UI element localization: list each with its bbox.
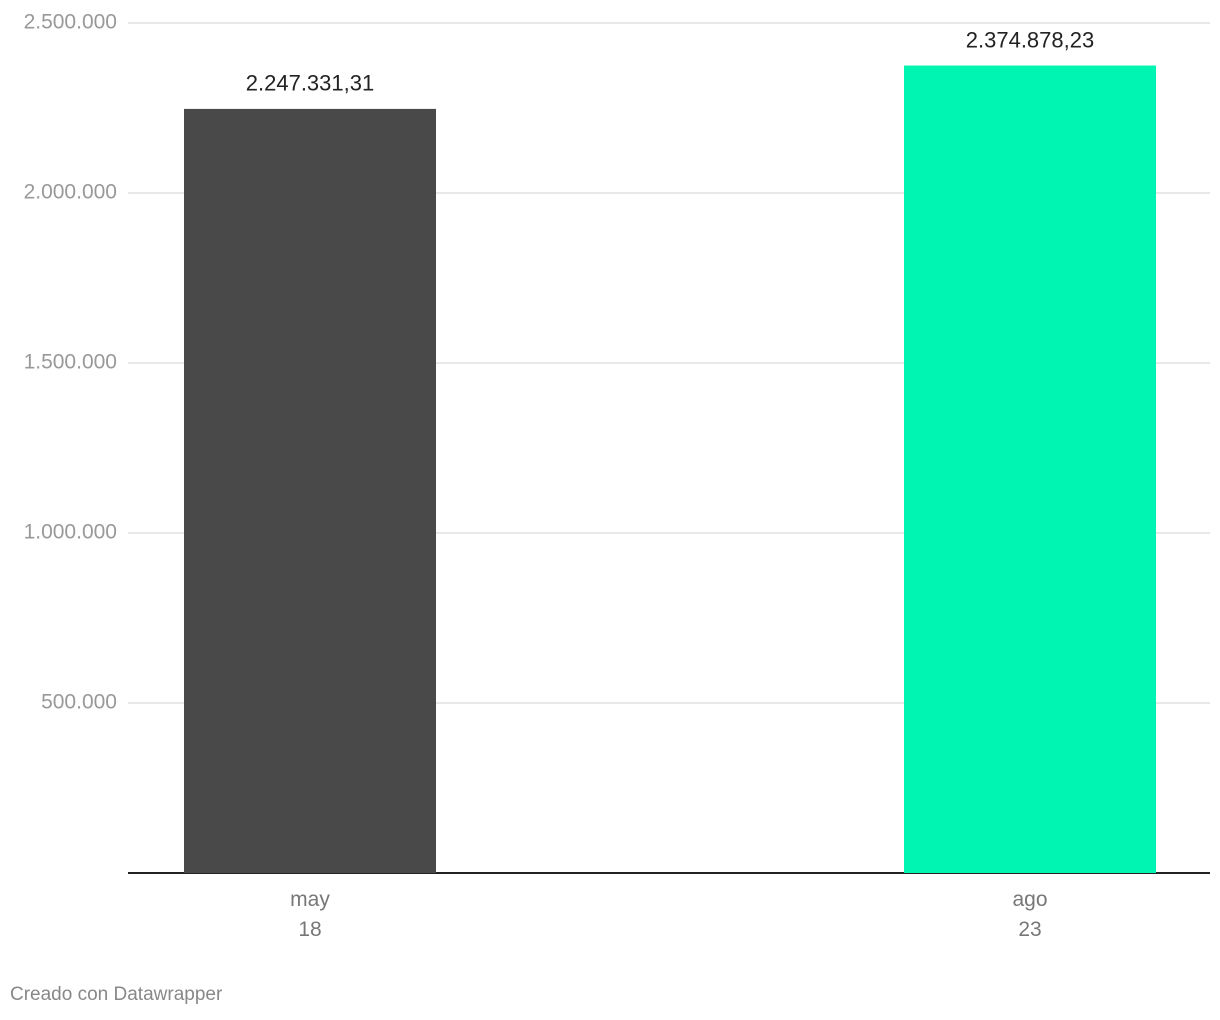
y-tick-label: 2.500.000 (24, 11, 117, 34)
y-tick-label: 2.000.000 (24, 181, 117, 204)
value-label: 2.247.331,31 (246, 71, 374, 96)
x-tick-label: may 18 (290, 888, 330, 941)
x-tick-label: ago 23 (1012, 888, 1048, 941)
value-label: 2.374.878,23 (966, 27, 1094, 52)
y-tick-label: 1.500.000 (24, 351, 117, 374)
footer: Creado con Datawrapper (10, 984, 223, 1005)
bar (904, 65, 1156, 874)
bar (184, 108, 436, 874)
y-tick-label: 500.000 (41, 691, 117, 714)
y-tick-label: 1.000.000 (24, 521, 117, 544)
